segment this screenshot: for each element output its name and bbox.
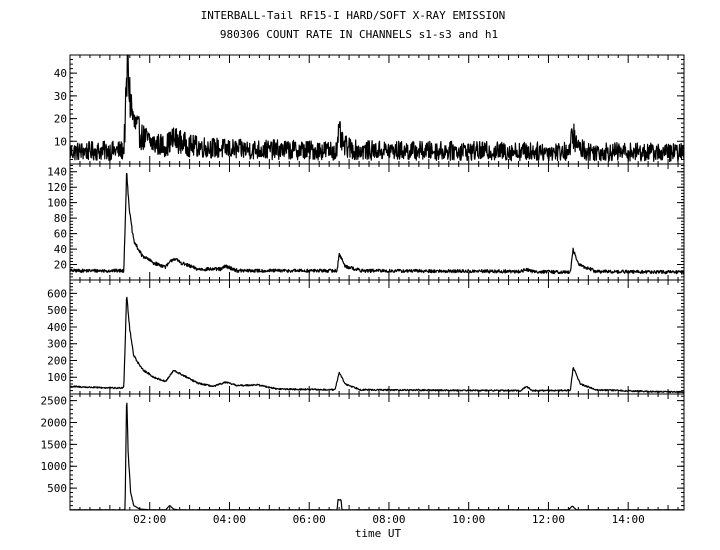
y-tick-label: 2000 <box>41 416 68 429</box>
chart-title: INTERBALL-Tail RF15-I HARD/SOFT X-RAY EM… <box>201 9 506 22</box>
y-tick-label: 30 <box>54 90 67 103</box>
y-tick-label: 300 <box>47 338 67 351</box>
panel-4: 500 1000 1500 2000 2500 <box>41 393 685 511</box>
y-tick-label: 40 <box>54 243 67 256</box>
y-tick-label: 20 <box>54 259 67 272</box>
x-tick-label: 12:00 <box>532 513 565 526</box>
y-tick-label: 2500 <box>41 395 68 408</box>
series-line <box>69 54 685 163</box>
y-tick-label: 140 <box>47 166 67 179</box>
y-tick-label: 40 <box>54 67 67 80</box>
series-line <box>69 296 685 394</box>
panel-frame <box>69 279 685 395</box>
panel-3: 100 200 300 400 500 600 <box>47 279 685 395</box>
y-tick-label: 1000 <box>41 460 68 473</box>
y-tick-label: 120 <box>47 181 67 194</box>
y-tick-label: 20 <box>54 113 67 126</box>
x-tick-label: 08:00 <box>372 513 405 526</box>
y-minor-ticks <box>70 165 684 278</box>
x-tick-label: 04:00 <box>213 513 246 526</box>
x-tick-label: 10:00 <box>452 513 485 526</box>
series-line <box>69 172 685 275</box>
y-axis: 100 200 300 400 500 600 <box>47 282 684 392</box>
y-tick-label: 500 <box>47 304 67 317</box>
y-tick-label: 500 <box>47 482 67 495</box>
panel-2: 20 40 60 80 100 120 140 <box>47 163 685 281</box>
x-tick-label: 06:00 <box>293 513 326 526</box>
x-ticks <box>79 394 679 510</box>
series-line <box>69 402 685 511</box>
y-minor-ticks <box>70 395 684 507</box>
y-tick-label: 100 <box>47 197 67 210</box>
y-tick-label: 80 <box>54 212 67 225</box>
x-axis: 02:00 04:00 06:00 08:00 10:00 12:00 14:00 <box>133 513 645 526</box>
x-axis-label: time UT <box>355 527 402 540</box>
x-ticks <box>79 164 679 280</box>
y-tick-label: 1500 <box>41 438 68 451</box>
y-minor-ticks <box>70 282 684 392</box>
panel-frame <box>69 393 685 511</box>
x-tick-label: 14:00 <box>612 513 645 526</box>
y-tick-label: 400 <box>47 321 67 334</box>
x-tick-label: 02:00 <box>133 513 166 526</box>
y-tick-label: 600 <box>47 287 67 300</box>
y-axis: 20 40 60 80 100 120 140 <box>47 165 684 278</box>
panel-frame <box>69 163 685 281</box>
y-tick-label: 60 <box>54 228 67 241</box>
y-tick-label: 10 <box>54 135 67 148</box>
y-axis: 500 1000 1500 2000 2500 <box>41 395 684 507</box>
chart-subtitle: 980306 COUNT RATE IN CHANNELS s1-s3 and … <box>220 28 498 41</box>
y-axis: 10 20 30 40 <box>54 59 684 160</box>
y-tick-label: 100 <box>47 371 67 384</box>
y-tick-label: 200 <box>47 354 67 367</box>
panel-1: 10 20 30 40 <box>54 54 685 165</box>
